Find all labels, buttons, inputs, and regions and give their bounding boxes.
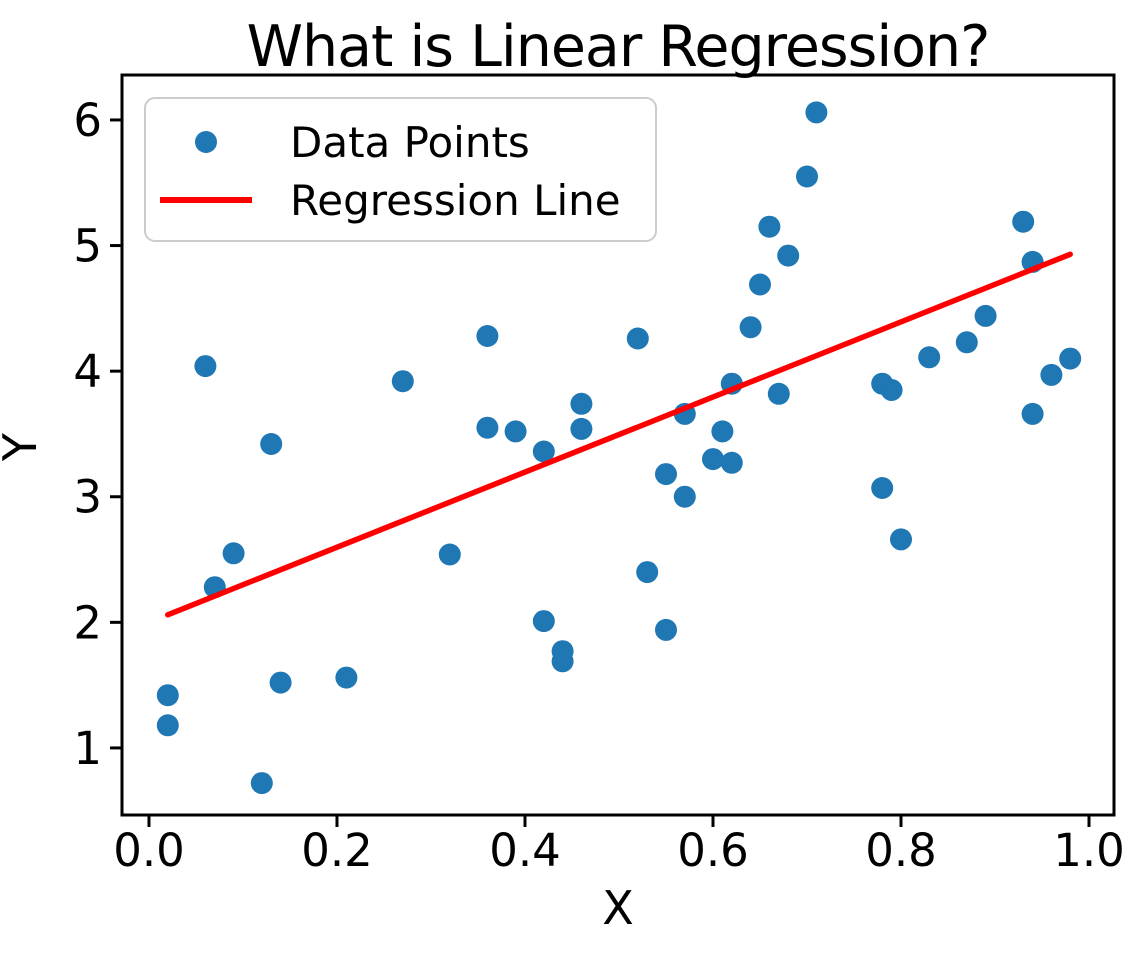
data-point: [532, 610, 555, 633]
data-point: [335, 666, 358, 689]
data-point: [1021, 402, 1044, 425]
data-point: [626, 327, 649, 350]
plot-border: [120, 73, 1116, 817]
data-point: [880, 379, 903, 401]
y-tick-label: 1: [73, 722, 102, 775]
x-tick-label: 0.6: [677, 824, 749, 877]
data-point: [655, 463, 677, 486]
data-point: [1012, 210, 1035, 233]
data-point: [805, 101, 828, 124]
data-point: [673, 485, 696, 508]
data-point: [222, 542, 245, 565]
data-point: [476, 416, 499, 439]
data-point: [476, 325, 499, 347]
y-axis-label: Y: [0, 432, 47, 462]
legend-label-regression-line: Regression Line: [290, 176, 621, 225]
data-point: [269, 671, 292, 694]
data-point: [438, 543, 461, 566]
data-point: [871, 477, 894, 499]
x-tick-label: 0.8: [865, 824, 937, 877]
regression-line: [165, 251, 1073, 618]
data-point: [250, 772, 273, 795]
y-tick-label: 3: [73, 471, 102, 524]
data-points-series: [156, 101, 1082, 795]
data-point: [1059, 347, 1082, 370]
y-tick-label: 2: [73, 596, 102, 649]
chart-title: What is Linear Regression?: [247, 14, 990, 80]
legend-box: [144, 97, 657, 242]
x-tick-label: 0.0: [113, 824, 185, 877]
x-tick-label: 0.2: [301, 824, 373, 877]
data-point: [504, 420, 527, 443]
data-point: [551, 650, 574, 673]
data-point: [777, 244, 800, 267]
data-point: [796, 165, 818, 188]
data-point: [570, 417, 593, 440]
legend-label-data-points: Data Points: [290, 118, 530, 167]
y-tick-label: 6: [73, 94, 102, 147]
data-point: [156, 684, 179, 707]
x-tick-label: 0.4: [489, 824, 561, 877]
data-point: [739, 316, 762, 339]
x-axis-ticks: 0.0 0.2 0.4 0.6 0.8 1.0: [113, 815, 1125, 877]
data-point: [890, 528, 912, 551]
data-point: [570, 392, 593, 415]
data-point: [711, 420, 734, 443]
data-point: [636, 561, 659, 584]
data-point: [194, 355, 217, 378]
y-tick-label: 4: [73, 345, 102, 398]
data-point: [720, 451, 743, 474]
data-point: [156, 714, 179, 737]
data-point: [918, 346, 941, 369]
regression-line-segment: [165, 251, 1073, 618]
data-point: [758, 215, 781, 238]
legend: Data Points Regression Line: [144, 97, 657, 242]
data-point: [702, 448, 724, 471]
legend-scatter-marker-icon: [195, 131, 217, 153]
data-point: [260, 433, 283, 455]
data-point: [955, 331, 978, 354]
data-point: [1040, 363, 1063, 386]
x-axis-label: X: [602, 881, 634, 935]
y-axis-ticks: 1 2 3 4 5 6: [73, 94, 122, 775]
data-point: [767, 382, 790, 405]
data-point: [655, 618, 677, 641]
data-point: [391, 370, 414, 393]
x-tick-label: 1.0: [1053, 824, 1125, 877]
data-point: [749, 273, 771, 296]
data-point: [974, 304, 997, 327]
data-point: [532, 440, 555, 463]
y-tick-label: 5: [73, 220, 102, 273]
